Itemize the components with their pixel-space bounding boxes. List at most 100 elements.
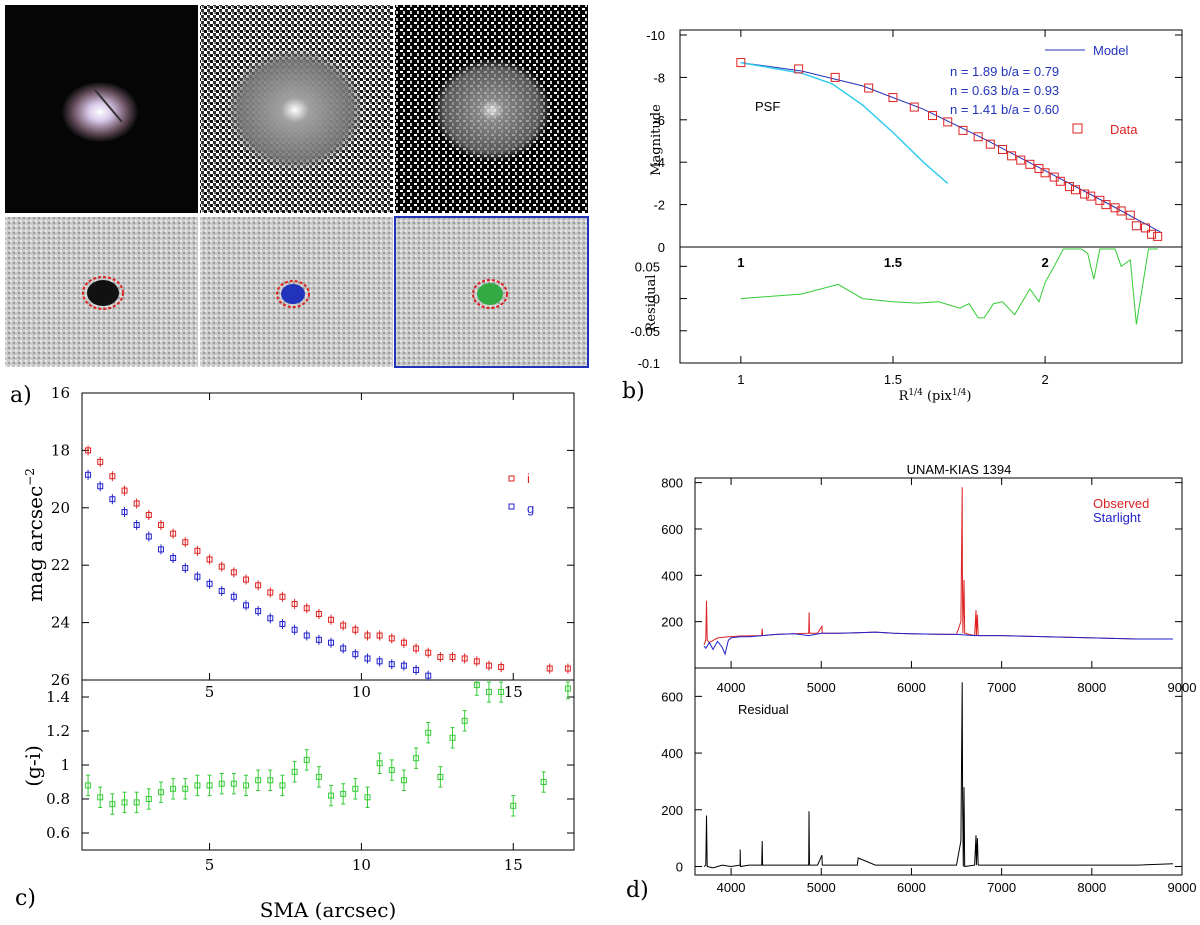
data-point	[1147, 229, 1157, 239]
c-bottom-xtick-label: 15	[504, 856, 523, 874]
c-g-point	[170, 555, 177, 562]
c-bottom-ytick-label: 0.6	[46, 824, 70, 842]
b-top-ytick-label: -10	[646, 28, 665, 43]
b-top-ytick-label: -4	[653, 155, 665, 170]
data-point	[830, 72, 840, 82]
c-gi-point	[194, 782, 201, 789]
residual-2-core	[281, 284, 305, 304]
c-top-ytick-label: 20	[51, 499, 70, 517]
c-gi-point	[145, 796, 152, 802]
data-point	[1064, 182, 1074, 192]
c-i-point	[461, 655, 468, 662]
b-top-ytick-label: -8	[653, 70, 665, 85]
d-bottom-xtick-label: 8000	[1077, 880, 1106, 895]
panel-label-d: d)	[626, 878, 649, 903]
d-top-xtick-label: 8000	[1077, 680, 1106, 695]
residual-2-ellipse	[276, 280, 310, 308]
c-g-point	[133, 522, 140, 529]
g-band-galaxy	[225, 48, 365, 172]
c-i-point	[206, 556, 213, 563]
data-point	[985, 139, 995, 149]
c-g-point	[279, 621, 286, 628]
c-i-point	[121, 487, 128, 494]
c-g-point	[182, 565, 189, 572]
data-point	[1101, 200, 1111, 210]
psf-label: PSF	[755, 99, 780, 114]
panel-c-profile: 16 18 20 22 24 26 5 10 15 0.6 0.8 1 1.2 1.4 5 10 15 mag…	[21, 384, 575, 922]
c-bottom-plot: 0.6 0.8 1 1.2 1.4 5 10 15	[46, 681, 574, 874]
c-gi-point	[437, 773, 444, 780]
c-i-point	[145, 511, 152, 518]
c-g-point	[413, 666, 420, 673]
c-i-point	[425, 649, 432, 656]
c-g-point	[194, 573, 201, 580]
c-gi-point	[267, 777, 274, 784]
c-g-point	[255, 608, 262, 615]
c-g-point	[157, 546, 164, 553]
c-i-point	[243, 576, 249, 583]
c-gi-point	[564, 685, 571, 692]
b-xlabel: R1/4 (pix1/4)	[899, 388, 972, 404]
c-bottom-xtick-label: 10	[352, 856, 371, 874]
residual-3-core	[477, 283, 503, 305]
d-bottom-xtick-label: 4000	[717, 880, 746, 895]
data-point	[864, 83, 874, 93]
data-point	[1071, 185, 1081, 195]
d-top-ytick-label: 600	[661, 522, 683, 537]
data-point	[1016, 155, 1026, 165]
b-bottom-xtick-label: 1.5	[884, 372, 902, 387]
c-top-xtick-label: 10	[352, 683, 371, 701]
c-i-point	[230, 569, 237, 576]
c-top-ylabel: mag arcsec−2	[23, 468, 47, 602]
c-g-point	[206, 580, 213, 587]
c-g-point	[364, 655, 371, 662]
dust-lane	[94, 89, 123, 123]
data-point	[1025, 159, 1035, 169]
data-point	[888, 93, 898, 103]
c-bottom-ytick-label: 0.8	[46, 790, 70, 808]
c-gi-point	[303, 756, 310, 763]
psf-line	[740, 61, 949, 184]
c-i-point	[97, 458, 104, 465]
c-i-point	[388, 635, 395, 642]
data-point	[1080, 189, 1090, 199]
b-bottom-ytick-label: -0.1	[638, 356, 660, 371]
image-mosaic	[5, 5, 589, 368]
d-top-ytick-label: 400	[661, 568, 683, 583]
legend-data: Data	[1110, 122, 1138, 137]
c-i-point	[352, 626, 359, 633]
data-point	[958, 125, 968, 135]
c-gi-point	[243, 782, 249, 789]
d-bottom-xtick-label: 6000	[897, 880, 926, 895]
c-i-point	[303, 605, 310, 612]
data-point	[928, 111, 938, 121]
legend-data-marker	[1072, 123, 1083, 134]
data-point	[973, 132, 983, 142]
data-point	[1040, 168, 1050, 178]
c-g-point	[352, 651, 359, 658]
b-frame	[679, 29, 1183, 364]
c-gi-point	[230, 780, 237, 787]
c-gi-point	[328, 792, 335, 799]
legend-g-marker	[508, 503, 515, 510]
c-i-point	[413, 645, 420, 652]
c-frame	[81, 392, 575, 851]
c-g-point	[145, 533, 152, 540]
d-title: UNAM-KIAS 1394	[907, 462, 1012, 477]
data-point	[1055, 176, 1065, 186]
c-bottom-xtick-label: 5	[205, 856, 215, 874]
d-bottom-xtick-label: 9000	[1168, 880, 1197, 895]
c-g-point	[303, 632, 310, 639]
annotation-3: n = 1.41 b/a = 0.60	[950, 102, 1059, 117]
c-top-ytick-label: 24	[51, 614, 70, 632]
c-gi-point	[109, 801, 116, 808]
c-gi-point	[340, 790, 347, 797]
residual-spectrum	[703, 682, 1174, 869]
c-g-point	[243, 602, 249, 609]
c-i-point	[400, 639, 407, 646]
c-i-point	[328, 616, 335, 623]
d-top-xtick-label: 5000	[807, 680, 836, 695]
data-point	[1007, 151, 1017, 161]
